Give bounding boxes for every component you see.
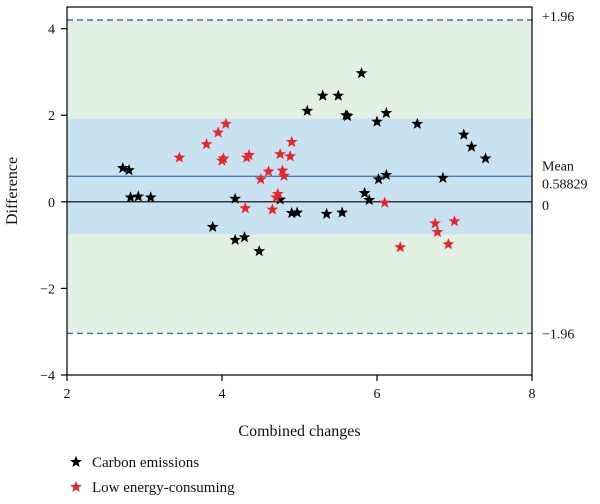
carbon-emissions-point <box>301 104 314 116</box>
carbon-emissions-point <box>436 171 449 184</box>
x-tick-label: 8 <box>529 387 536 402</box>
low-energy-point <box>284 150 297 162</box>
y-tick-label: 4 <box>48 23 55 38</box>
low-energy-point <box>285 135 298 148</box>
y-tick-label: −4 <box>40 369 55 384</box>
carbon-emissions-point <box>229 233 242 245</box>
low-energy-point <box>243 148 256 161</box>
low-energy-point <box>274 148 287 160</box>
carbon-emissions-point <box>372 173 385 185</box>
x-tick-label: 6 <box>374 387 381 402</box>
low-energy-point <box>378 196 391 208</box>
low-energy-point <box>212 126 225 138</box>
carbon-emissions-point <box>336 206 349 218</box>
reference-lines <box>67 19 532 335</box>
low-energy-point <box>239 202 252 214</box>
mean-value-label: 0.58829 <box>542 177 588 192</box>
low-energy-point <box>266 203 279 215</box>
carbon-emissions-point <box>238 231 251 243</box>
reference-annotations: +1.96 Mean 0.58829 0 −1.96 <box>542 10 588 342</box>
carbon-emissions-point <box>123 164 135 176</box>
carbon-emissions-point <box>320 207 333 219</box>
low-energy-point <box>442 238 455 250</box>
low-energy-point <box>271 187 284 200</box>
y-axis-title: Difference <box>4 157 21 225</box>
low-energy-point <box>448 215 461 227</box>
carbon-emissions-point <box>229 192 242 204</box>
carbon-emissions-point <box>316 89 329 101</box>
carbon-emissions-point <box>285 206 298 219</box>
carbon-emissions-point <box>274 193 287 205</box>
carbon-emissions-point <box>371 115 383 127</box>
low-energy-point <box>254 173 267 185</box>
carbon-emissions-point <box>358 186 371 199</box>
zero-label: 0 <box>542 199 549 214</box>
carbon-emissions-point <box>465 140 478 152</box>
low-energy-point <box>431 225 444 238</box>
carbon-emissions-point <box>457 128 470 140</box>
carbon-emissions-point <box>291 206 304 218</box>
carbon-emissions-point <box>116 161 129 174</box>
carbon-emissions-point <box>355 67 368 79</box>
low-energy-point <box>394 241 407 253</box>
x-tick-label: 4 <box>219 387 226 402</box>
carbon-emissions-point <box>411 117 424 129</box>
mean-label: Mean <box>542 159 574 174</box>
legend-marker <box>70 455 82 468</box>
carbon-emissions-point <box>363 193 376 206</box>
low-energy-point <box>219 117 232 129</box>
y-tick-label: 2 <box>48 109 55 124</box>
y-tick-label: 0 <box>48 196 55 211</box>
axis-ticks: 2 4 6 8 −4 −2 0 2 4 <box>40 23 535 402</box>
low-energy-point <box>276 164 289 176</box>
carbon-emissions-point <box>341 109 354 122</box>
low-energy-point <box>262 165 275 177</box>
low-energy-point <box>200 138 213 150</box>
carbon-emissions-point <box>132 190 145 202</box>
legend-label: Carbon emissions <box>92 455 199 471</box>
low-energy-point <box>278 169 290 181</box>
x-tick-label: 2 <box>64 387 71 402</box>
y-tick-label: −2 <box>40 282 55 297</box>
legend-label: Low energy-consuming <box>92 480 235 496</box>
upper-limit-label: +1.96 <box>542 10 574 25</box>
plot-frame <box>66 6 533 376</box>
lower-limit-label: −1.96 <box>542 327 574 342</box>
carbon-emissions-point <box>144 191 157 203</box>
carbon-emissions-point <box>380 106 393 119</box>
x-axis-title: Combined changes <box>238 423 360 440</box>
low-energy-point <box>429 217 442 229</box>
carbon-emissions-point <box>332 89 345 101</box>
legend: Carbon emissions Low energy-consuming <box>70 455 235 496</box>
carbon-emissions-point <box>380 168 393 180</box>
low-energy-point <box>217 152 230 164</box>
carbon-emissions-point <box>206 220 219 232</box>
carbon-emissions-point <box>253 244 266 257</box>
carbon-emissions-point <box>479 152 492 164</box>
low-energy-point <box>173 151 186 163</box>
legend-marker <box>70 480 82 493</box>
carbon-emissions-point <box>124 191 137 203</box>
data-points <box>116 67 492 257</box>
